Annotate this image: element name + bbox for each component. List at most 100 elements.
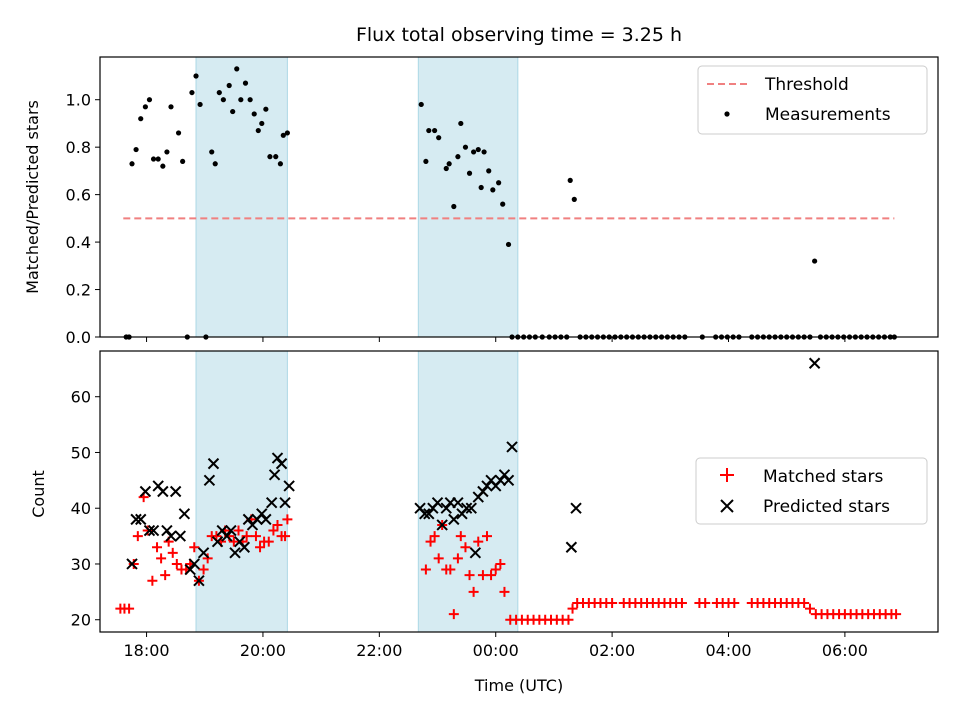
predicted-star-point [502, 474, 515, 487]
predicted-star-point [808, 357, 821, 369]
matched-star-point [464, 570, 475, 581]
matched-star-point [452, 553, 463, 564]
bottom-y-tick-label: 60 [71, 388, 91, 407]
measurement-point [259, 120, 265, 127]
predicted-star-point [221, 530, 233, 542]
matched-star-point [448, 609, 459, 620]
matched-star-point [473, 536, 484, 547]
predicted-star-point [147, 524, 160, 537]
matched-star-point [425, 536, 436, 547]
top-y-tick-label: 1.0 [66, 91, 91, 110]
measurement-point [277, 161, 284, 167]
predicted-star-point [423, 508, 435, 520]
predicted-star-point [268, 469, 281, 481]
chart-title: Flux total observing time = 3.25 h [356, 24, 682, 46]
bottom-y-axis-label: Count [29, 470, 48, 518]
predicted-star-point [419, 508, 431, 520]
predicted-star-point [197, 547, 210, 559]
matched-star-point [189, 542, 200, 553]
top-y-tick-label: 0.8 [66, 138, 91, 157]
measurement-point [478, 184, 484, 191]
bottom-observing-span [417, 350, 519, 633]
top-observing-span [417, 56, 519, 338]
measurement-point [133, 146, 139, 153]
measurement-point [150, 156, 157, 162]
measurement-point [451, 203, 457, 210]
legend-predicted-label: Predicted stars [763, 497, 890, 517]
measurement-point [263, 106, 269, 112]
top-y-tick-label: 0.4 [66, 233, 91, 252]
predicted-star-point [178, 508, 191, 520]
matched-star-point [250, 531, 261, 542]
matched-star-point [499, 586, 510, 597]
bottom-x-ticks: 18:00 20:00 22:00 00:00 02:00 04:00 06:00 [124, 632, 868, 660]
matched-star-point [202, 553, 213, 564]
measurement-point [168, 104, 174, 110]
measurement-point [423, 158, 429, 165]
matched-star-point [160, 570, 171, 581]
measurement-point [471, 149, 477, 155]
matched-star-point [495, 558, 506, 569]
top-y-tick-label: 0.6 [66, 186, 91, 205]
legend-matched-swatch [720, 468, 734, 482]
predicted-star-point [157, 485, 169, 498]
matched-star-point [490, 564, 501, 575]
x-tick-label: 22:00 [356, 641, 402, 660]
matched-star-point [142, 525, 153, 536]
measurement-point [500, 201, 506, 207]
measurement-point [280, 132, 286, 138]
top-legend-box [697, 65, 928, 135]
measurement-point [146, 97, 153, 103]
predicted-star-point [126, 558, 138, 570]
measurement-point [180, 158, 186, 165]
measurement-point [226, 82, 232, 89]
predicted-star-point [271, 452, 284, 464]
legend-measurements-swatch [724, 111, 730, 117]
matched-star-point [567, 603, 578, 614]
bottom-y-tick-label: 20 [71, 611, 91, 630]
matched-star-point [486, 570, 497, 581]
predicted-star-point [225, 524, 237, 537]
predicted-star-point [161, 524, 173, 537]
measurement-point [238, 97, 244, 103]
matched-star-point [233, 525, 244, 536]
predicted-star-point [440, 502, 452, 514]
matched-star-point [420, 564, 431, 575]
measurement-point [446, 161, 452, 167]
measurement-point [466, 170, 473, 176]
matched-star-point [132, 531, 143, 542]
predicted-star-point [477, 485, 489, 498]
predicted-star-point [143, 524, 156, 537]
bottom-y-tick-label: 30 [71, 555, 91, 574]
predicted-star-point [188, 558, 200, 570]
measurement-point [160, 163, 166, 169]
matched-star-point [468, 586, 479, 597]
measurement-point [251, 111, 257, 117]
bottom-y-tick-label: 40 [71, 499, 91, 518]
bottom-y-tick-label: 50 [71, 443, 91, 462]
predicted-star-point [238, 541, 251, 553]
measurement-point [475, 146, 481, 153]
top-axes-frame [99, 56, 939, 338]
measurement-point [273, 154, 279, 160]
matched-star-point [128, 558, 139, 569]
measurement-point [138, 116, 144, 122]
predicted-star-point [165, 530, 177, 542]
legend-threshold-label: Threshold [764, 75, 849, 95]
measurement-point [486, 168, 492, 174]
predicted-star-point [506, 441, 518, 453]
matched-star-point [607, 598, 618, 609]
top-y-tick-label: 0.0 [66, 328, 91, 347]
measurement-point [242, 80, 249, 86]
measurement-point [234, 66, 240, 72]
predicted-star-point [184, 563, 196, 576]
bottom-legend-box [695, 457, 928, 525]
predicted-star-point [207, 457, 220, 470]
matched-star-point [171, 558, 182, 569]
matched-star-point [156, 553, 167, 564]
ratio-panel: 0.0 0.2 0.4 0.6 0.8 1.0 Matched/Predicted sta… [23, 56, 939, 347]
predicted-star-point [174, 530, 187, 542]
predicted-star-point [460, 502, 473, 514]
measurement-point [212, 161, 218, 167]
matched-star-point [255, 542, 266, 553]
